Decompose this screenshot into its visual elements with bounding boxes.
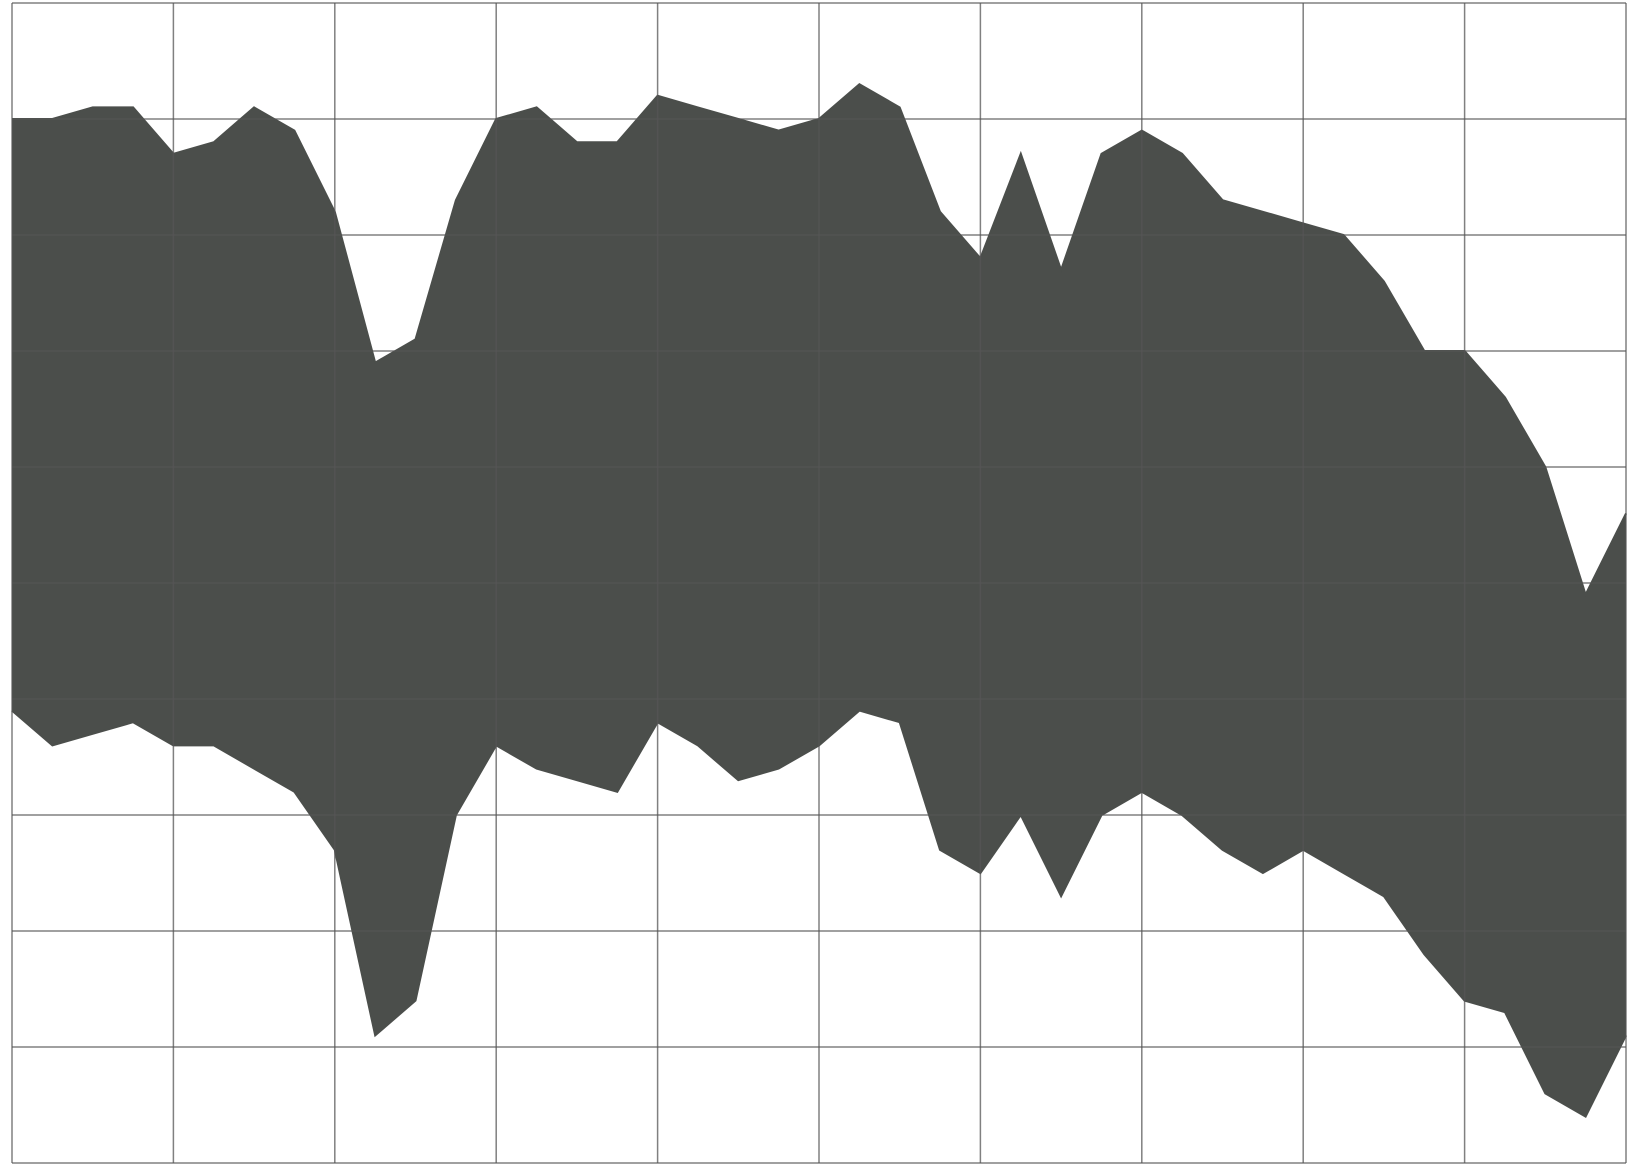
page: (() => { const data = JSON.parse(documen… bbox=[11, 2, 1627, 1164]
chart bbox=[11, 2, 1627, 1164]
